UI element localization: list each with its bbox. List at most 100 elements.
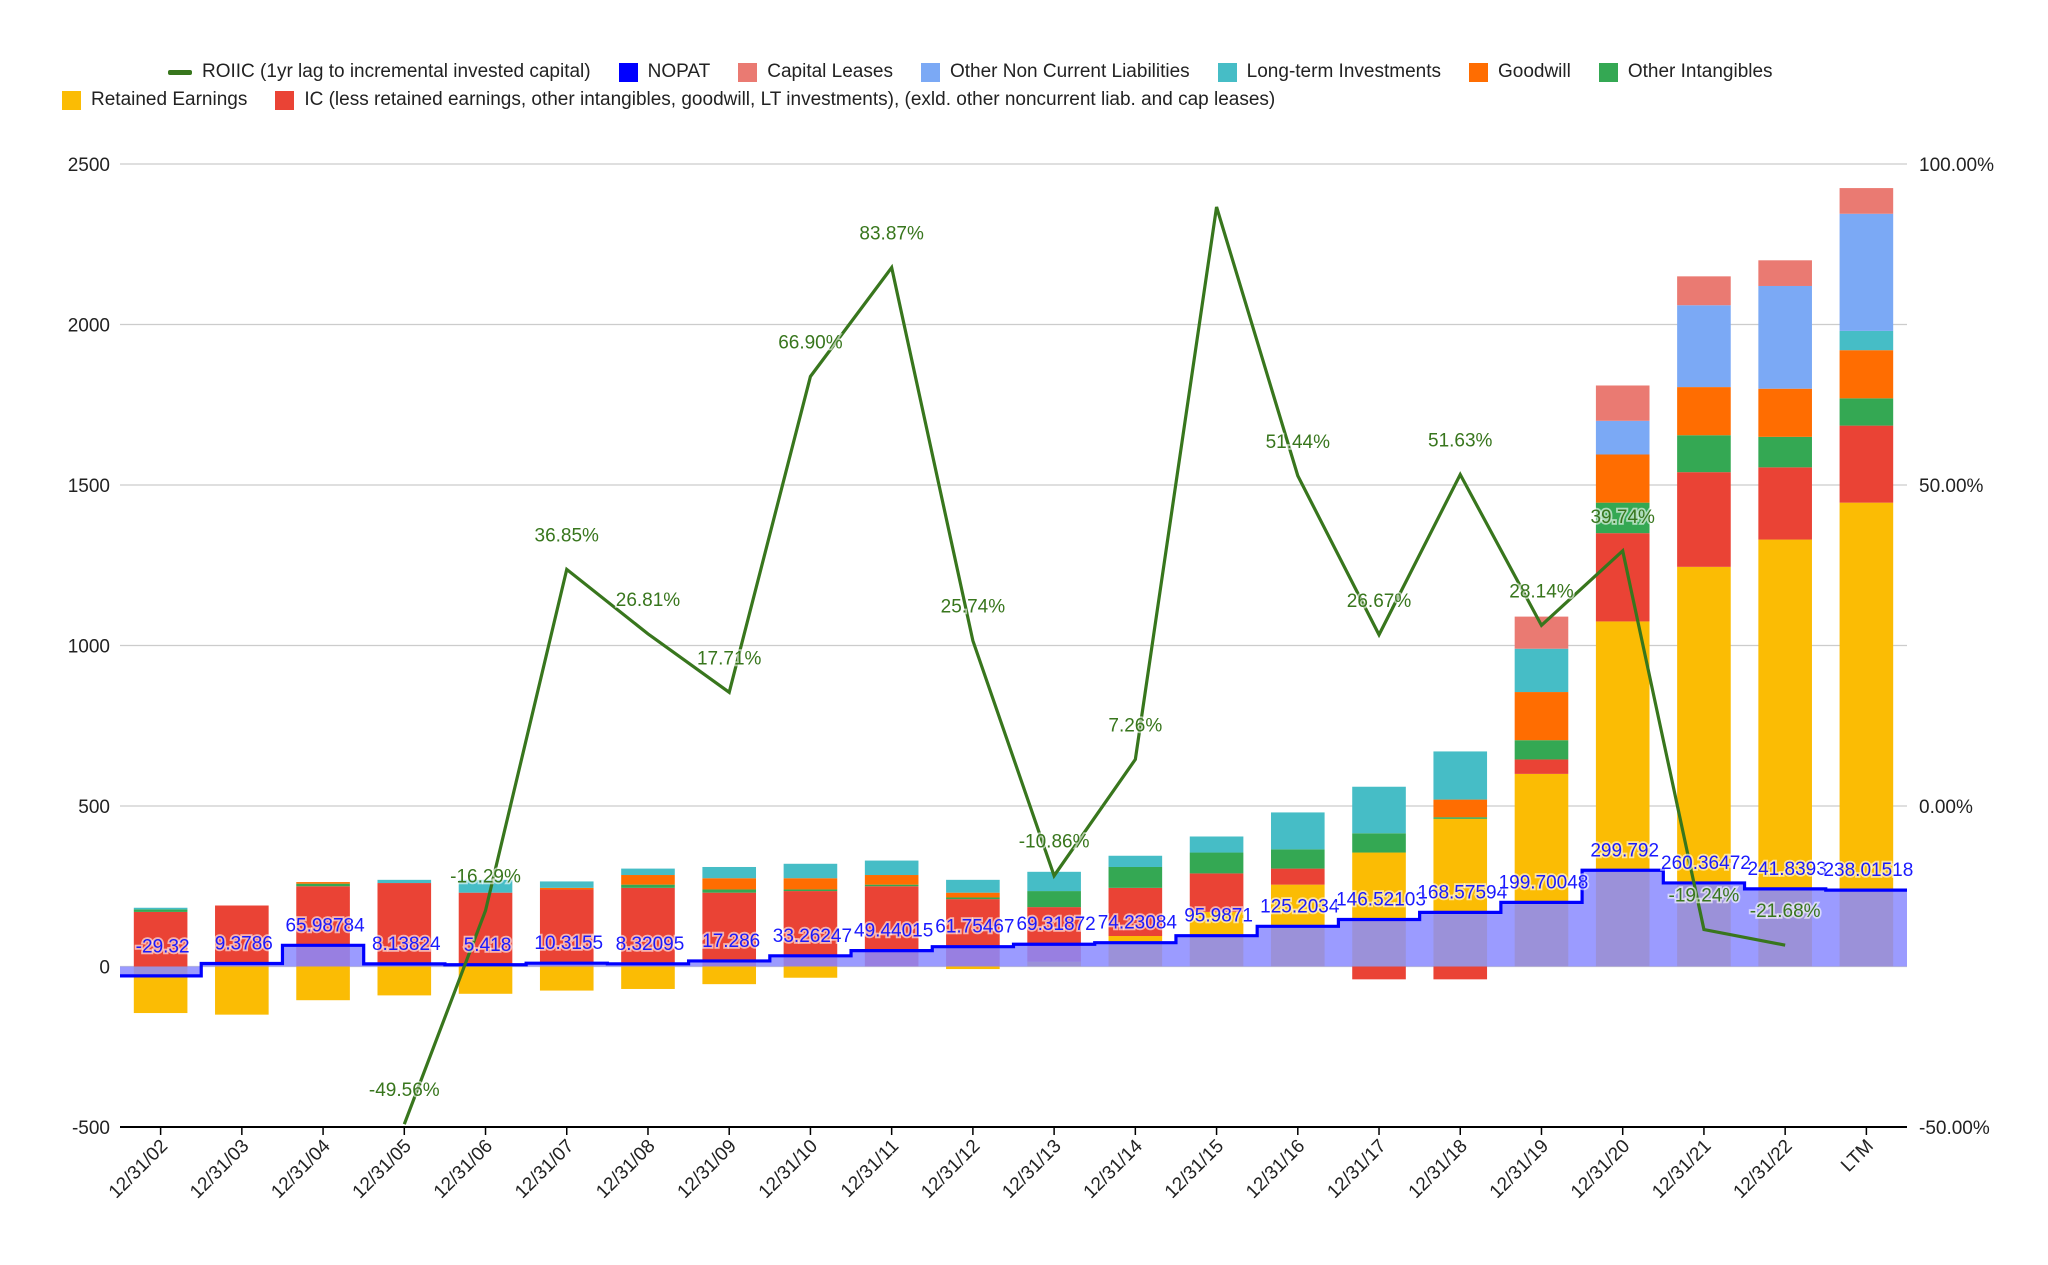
nopat-data-label: 49.44015 [854,921,933,942]
bar-ic [1839,425,1894,503]
nopat-data-label: 260.36472 [1661,853,1751,874]
x-tick-label: 12/31/12 [917,1136,984,1203]
bar-other_intang [946,897,1000,900]
legend-item-cap_leases[interactable]: Capital Leases [738,61,893,83]
y-tick-label: 1500 [68,476,110,497]
nopat-data-label: 8.13824 [372,934,441,955]
legend-item-lt_inv[interactable]: Long-term Investments [1217,61,1441,83]
roiic-line [402,206,1786,1125]
bar-goodwill [946,892,1000,898]
nopat-data-label: 69.31872 [1016,914,1095,935]
legend-swatch-other_intang [1598,62,1618,82]
bar-other_intang [1677,435,1731,473]
bar-ic [783,891,838,967]
nopat-data-label: 65.98784 [285,915,365,936]
roiic-data-label: 7.26% [1108,715,1162,736]
bar-cap_leases [1595,385,1650,421]
bar-lt_inv [377,879,432,884]
y-tick-label: -500 [72,1118,110,1139]
nopat-data-label: 33.26247 [773,926,852,947]
bar-other_intang [621,884,675,888]
nopat-data-label: -29.32 [136,937,190,958]
y-tick-label: 1000 [68,637,110,658]
roiic-data-label: -21.68% [1750,901,1821,922]
x-tick-label: 12/31/18 [1405,1136,1472,1203]
y2-tick-label: -50.00% [1919,1118,1990,1139]
bar-goodwill [864,875,919,885]
nopat-data-label: 238.01518 [1823,860,1913,881]
bar-ic [1677,472,1731,567]
roiic-data-label: 25.74% [941,597,1006,618]
bar-other_intang [1514,740,1569,760]
x-tick-label: 12/31/08 [592,1136,659,1203]
legend-item-roiic[interactable]: ROIIC (1yr lag to incremental invested c… [168,61,591,83]
legend-item-goodwill[interactable]: Goodwill [1468,61,1571,83]
bar-lt_inv [621,868,675,876]
legend-row: ROIIC (1yr lag to incremental invested c… [0,58,2048,86]
bar-goodwill [621,875,675,885]
bar-ic [1270,868,1325,885]
legend-swatch-roiic [168,69,192,75]
bar-other_intang [1758,436,1812,468]
legend-item-oncl[interactable]: Other Non Current Liabilities [920,61,1190,83]
x-tick-label: 12/31/17 [1323,1136,1390,1203]
legend-item-retained[interactable]: Retained Earnings [62,89,247,111]
bar-other_intang [1108,866,1163,888]
legend-label: Retained Earnings [91,89,248,110]
bar-ic [621,887,675,967]
y-tick-label: 2000 [68,316,110,337]
y-tick-label: 500 [78,797,110,818]
legend-swatch-ic [275,90,295,110]
bar-cap_leases [1514,616,1569,649]
bar-goodwill [1433,799,1488,818]
legend-label: ROIIC (1yr lag to incremental invested c… [202,61,591,82]
bar-ic [1108,887,1163,937]
roiic-series [402,206,1786,1125]
roiic-data-label: 83.87% [859,224,924,245]
x-tick-label: 12/31/14 [1080,1135,1147,1202]
bar-oncl [1677,305,1731,388]
bar-lt_inv [1270,812,1325,850]
legend-swatch-lt_inv [1217,62,1237,82]
legend-swatch-retained [62,90,81,110]
bar-lt_inv [783,863,838,879]
bar-other_intang [783,889,838,892]
bar-ic [1352,966,1406,980]
nopat-line [120,868,1907,978]
bar-oncl [1758,285,1812,389]
nopat-data-label: 146.52103 [1336,889,1426,910]
bar-goodwill [1677,387,1731,436]
roiic-data-label: 17.71% [697,648,762,669]
bar-goodwill [1758,388,1812,437]
legend-label: Goodwill [1497,61,1571,82]
nopat-data-label: 241.8393 [1748,859,1827,880]
nopat-data-label: 168.57594 [1417,882,1507,903]
bar-lt_inv [702,866,757,879]
bar-cap_leases [1839,188,1894,214]
bar-other_intang [1270,849,1325,869]
legend-label: Long-term Investments [1246,61,1441,82]
bar-retained [458,966,513,994]
legend-label: Other Intangibles [1627,61,1773,82]
x-tick-label: 12/31/16 [1242,1136,1309,1203]
bar-other_intang [1027,891,1081,908]
bar-lt_inv [946,879,1000,893]
bar-ic [539,889,594,967]
legend: ROIIC (1yr lag to incremental invested c… [0,58,2048,114]
roiic-data-label: -10.86% [1019,832,1090,853]
bar-retained [783,966,838,978]
bar-lt_inv [1108,855,1163,867]
roiic-data-label: 26.81% [616,590,681,611]
x-tick-label: 12/31/20 [1567,1136,1634,1203]
x-tick-label: 12/31/02 [105,1136,172,1203]
legend-item-ic[interactable]: IC (less retained earnings, other intang… [275,89,1275,111]
legend-item-other_intang[interactable]: Other Intangibles [1598,61,1773,83]
bar-goodwill [1595,454,1650,503]
nopat-data-label: 5.418 [464,935,512,956]
legend-item-nopat[interactable]: NOPAT [618,61,710,83]
nopat-data-label: 8.32095 [616,934,685,955]
bar-other_intang [1189,852,1244,874]
bar-cap_leases [1677,276,1731,306]
bar-other_intang [864,884,919,887]
